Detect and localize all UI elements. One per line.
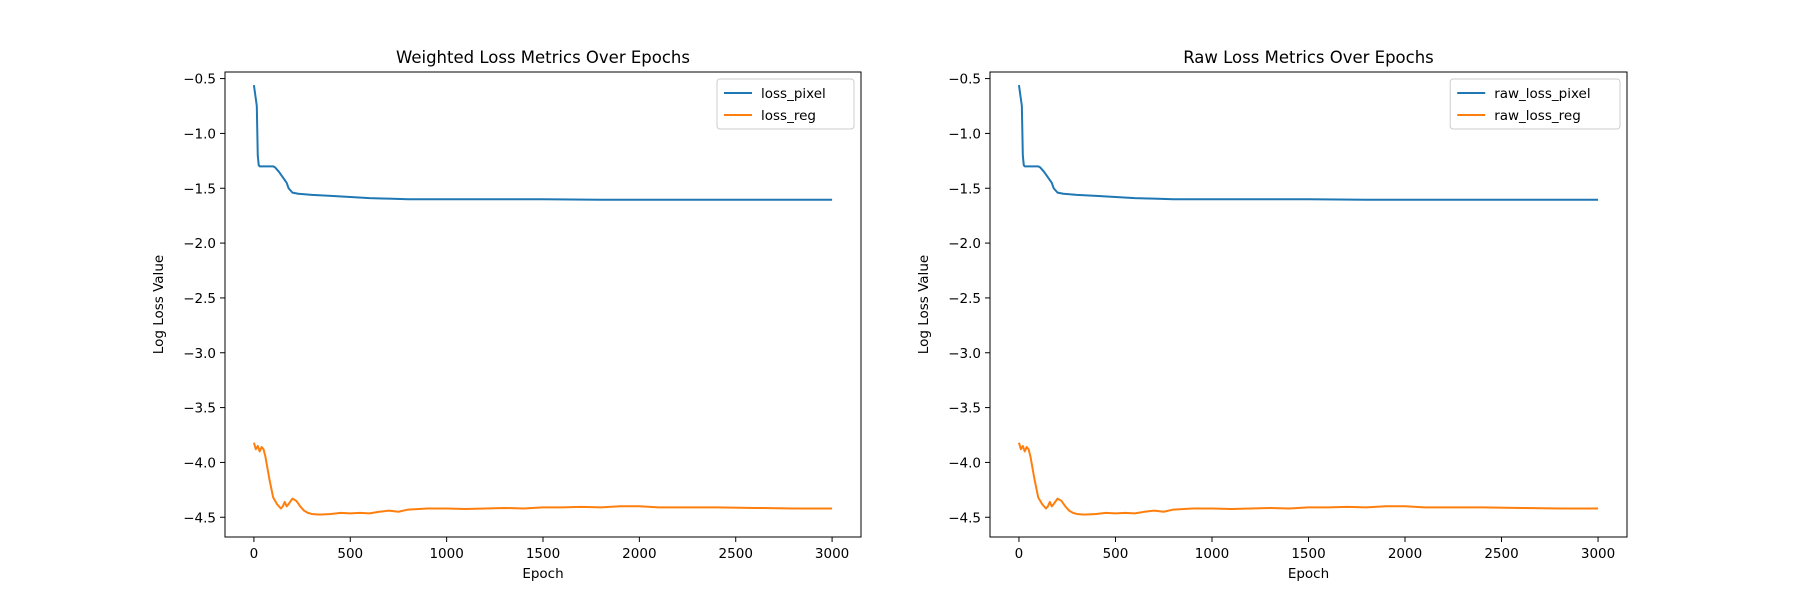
x-tick-label: 3000 xyxy=(1581,546,1615,562)
x-axis-label: Epoch xyxy=(1288,566,1329,582)
y-tick-label: −2.5 xyxy=(183,291,216,307)
series-line-raw_loss_reg xyxy=(1017,442,1599,516)
legend-box xyxy=(1449,78,1621,130)
chart-panel-2: 0 500 1000 1500 2000 2500 3000 −0.5 −1.0 −1.5 −2.0… xyxy=(916,48,1628,582)
series-line-loss_reg xyxy=(252,442,833,516)
y-tick-label: −1.5 xyxy=(948,181,981,197)
x-tick-label: 500 xyxy=(337,546,363,562)
legend-label-raw_loss_reg: raw_loss_reg xyxy=(1494,108,1581,124)
y-tick-label: −1.0 xyxy=(183,126,216,142)
legend-label-loss_reg: loss_reg xyxy=(761,108,816,124)
chart-title: Weighted Loss Metrics Over Epochs xyxy=(396,48,690,67)
legend: loss_pixel loss_reg xyxy=(716,78,855,130)
series-line-loss_pixel xyxy=(252,85,833,201)
legend: raw_loss_pixel raw_loss_reg xyxy=(1449,78,1621,130)
legend-label-raw_loss_pixel: raw_loss_pixel xyxy=(1494,86,1590,102)
x-tick-label: 1000 xyxy=(1195,546,1229,562)
plot-frame xyxy=(989,71,1628,538)
y-tick-label: −4.5 xyxy=(948,510,981,526)
legend-box xyxy=(716,78,855,130)
y-tick-label: −2.0 xyxy=(183,236,216,252)
chart-panel-1: 0 500 1000 1500 2000 2500 3000 −0.5 −1.0 −1.5 −2.0… xyxy=(151,48,862,582)
legend-label-loss_pixel: loss_pixel xyxy=(761,86,826,102)
y-tick-label: −3.5 xyxy=(948,401,981,417)
x-tick-label: 2500 xyxy=(719,546,753,562)
y-axis-label: Log Loss Value xyxy=(916,255,932,354)
plot-frame xyxy=(224,71,862,538)
y-tick-label: −1.0 xyxy=(948,126,981,142)
x-tick-label: 3000 xyxy=(815,546,849,562)
x-tick-label: 0 xyxy=(250,546,259,562)
series-line-raw_loss_pixel xyxy=(1017,85,1599,201)
y-tick-label: −3.0 xyxy=(948,346,981,362)
y-tick-label: −0.5 xyxy=(183,72,216,88)
y-tick-label: −4.0 xyxy=(948,455,981,471)
y-tick-label: −3.0 xyxy=(183,346,216,362)
x-tick-label: 2000 xyxy=(1388,546,1422,562)
x-tick-label: 2500 xyxy=(1484,546,1518,562)
x-tick-label: 1500 xyxy=(1291,546,1325,562)
x-tick-label: 1000 xyxy=(429,546,463,562)
x-tick-label: 2000 xyxy=(622,546,656,562)
chart-title: Raw Loss Metrics Over Epochs xyxy=(1183,48,1434,67)
y-tick-label: −2.5 xyxy=(948,291,981,307)
y-tick-label: −3.5 xyxy=(183,401,216,417)
x-tick-label: 0 xyxy=(1015,546,1024,562)
x-tick-label: 1500 xyxy=(526,546,560,562)
x-tick-label: 500 xyxy=(1103,546,1129,562)
x-axis-label: Epoch xyxy=(522,566,563,582)
y-tick-label: −1.5 xyxy=(183,181,216,197)
y-tick-label: −0.5 xyxy=(948,72,981,88)
y-tick-label: −2.0 xyxy=(948,236,981,252)
y-tick-label: −4.5 xyxy=(183,510,216,526)
y-axis-label: Log Loss Value xyxy=(151,255,167,354)
y-tick-label: −4.0 xyxy=(183,455,216,471)
